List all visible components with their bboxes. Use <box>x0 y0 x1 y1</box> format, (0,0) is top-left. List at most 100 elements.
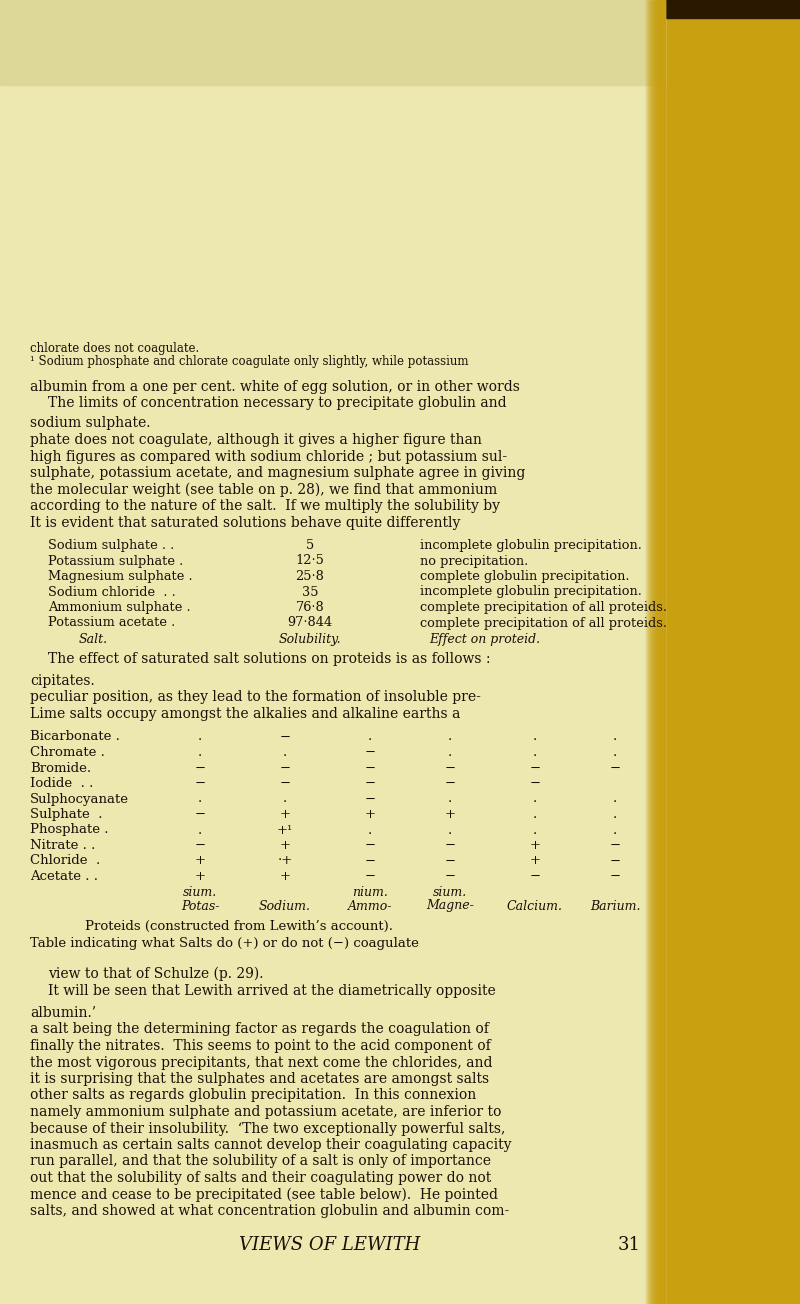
Text: +: + <box>194 854 206 867</box>
Text: albumin from a one per cent. white of egg solution, or in other words: albumin from a one per cent. white of eg… <box>30 379 520 394</box>
Text: −: − <box>194 838 206 852</box>
Text: .: . <box>283 746 287 759</box>
Text: .: . <box>198 746 202 759</box>
Text: −: − <box>530 762 541 775</box>
Bar <box>654 0 655 1304</box>
Text: .: . <box>533 824 537 836</box>
Text: Effect on proteid.: Effect on proteid. <box>430 632 541 645</box>
Text: +: + <box>365 808 375 822</box>
Text: sium.: sium. <box>183 887 217 900</box>
Bar <box>664 0 665 1304</box>
Text: −: − <box>194 808 206 822</box>
Text: Potas-: Potas- <box>181 900 219 913</box>
Text: −: − <box>365 746 375 759</box>
Bar <box>656 0 657 1304</box>
Text: .: . <box>533 808 537 822</box>
Text: −: − <box>445 838 455 852</box>
Text: out that the solubility of salts and their coagulating power do not: out that the solubility of salts and the… <box>30 1171 491 1185</box>
Text: −: − <box>445 870 455 883</box>
Bar <box>647 0 648 1304</box>
Text: −: − <box>365 793 375 806</box>
Text: Barium.: Barium. <box>590 900 640 913</box>
Text: sulphate, potassium acetate, and magnesium sulphate agree in giving: sulphate, potassium acetate, and magnesi… <box>30 466 526 480</box>
Text: because of their insolubility.  ‘The two exceptionally powerful salts,: because of their insolubility. ‘The two … <box>30 1121 506 1136</box>
Text: .: . <box>448 730 452 743</box>
Bar <box>0 18 665 1304</box>
Text: chlorate does not coagulate.: chlorate does not coagulate. <box>30 342 199 355</box>
Text: .: . <box>198 824 202 836</box>
Text: −: − <box>530 870 541 883</box>
Text: 12·5: 12·5 <box>295 554 325 567</box>
Text: complete precipitation of all proteids.: complete precipitation of all proteids. <box>420 601 667 614</box>
Text: Salt.: Salt. <box>78 632 107 645</box>
Text: Sodium.: Sodium. <box>259 900 311 913</box>
Text: Solubility.: Solubility. <box>278 632 342 645</box>
Text: −: − <box>194 762 206 775</box>
Text: −: − <box>445 777 455 790</box>
Text: +: + <box>445 808 455 822</box>
Text: +: + <box>530 854 541 867</box>
Text: .: . <box>448 746 452 759</box>
Bar <box>663 0 664 1304</box>
Text: −: − <box>365 838 375 852</box>
Text: run parallel, and that the solubility of a salt is only of importance: run parallel, and that the solubility of… <box>30 1154 491 1168</box>
Text: −: − <box>445 854 455 867</box>
Text: Ammo-: Ammo- <box>348 900 392 913</box>
Bar <box>648 0 649 1304</box>
Bar <box>0 0 670 1304</box>
Text: −: − <box>279 730 290 743</box>
Text: It is evident that saturated solutions behave quite differently: It is evident that saturated solutions b… <box>30 515 460 529</box>
Text: 25·8: 25·8 <box>295 570 325 583</box>
Text: .: . <box>533 793 537 806</box>
Text: The limits of concentration necessary to precipitate globulin and: The limits of concentration necessary to… <box>48 396 506 409</box>
Text: .: . <box>613 808 617 822</box>
Text: .: . <box>613 824 617 836</box>
Text: Magne-: Magne- <box>426 900 474 913</box>
Text: −: − <box>445 762 455 775</box>
Text: namely ammonium sulphate and potassium acetate, are inferior to: namely ammonium sulphate and potassium a… <box>30 1104 502 1119</box>
Text: −: − <box>365 777 375 790</box>
Text: −: − <box>279 762 290 775</box>
Text: .: . <box>613 746 617 759</box>
Text: −: − <box>279 777 290 790</box>
Bar <box>662 0 663 1304</box>
Text: +¹: +¹ <box>277 824 293 836</box>
Text: nium.: nium. <box>352 887 388 900</box>
Bar <box>646 0 647 1304</box>
Text: .: . <box>448 824 452 836</box>
Text: sodium sulphate.: sodium sulphate. <box>30 416 150 430</box>
Text: according to the nature of the salt.  If we multiply the solubility by: according to the nature of the salt. If … <box>30 499 500 512</box>
Text: incomplete globulin precipitation.: incomplete globulin precipitation. <box>420 585 642 599</box>
Bar <box>659 0 660 1304</box>
Text: view to that of Schulze (p. 29).: view to that of Schulze (p. 29). <box>48 968 263 982</box>
Text: the molecular weight (see table on p. 28), we find that ammonium: the molecular weight (see table on p. 28… <box>30 482 498 497</box>
Text: Table indicating what Salts do (+) or do not (−) coagulate: Table indicating what Salts do (+) or do… <box>30 936 419 949</box>
Text: Calcium.: Calcium. <box>507 900 563 913</box>
Text: .: . <box>533 746 537 759</box>
Text: +: + <box>279 808 290 822</box>
Text: Ammonium sulphate .: Ammonium sulphate . <box>48 601 190 614</box>
Text: salts, and showed at what concentration globulin and albumin com-: salts, and showed at what concentration … <box>30 1204 510 1218</box>
Text: incomplete globulin precipitation.: incomplete globulin precipitation. <box>420 539 642 552</box>
Bar <box>657 0 658 1304</box>
Text: −: − <box>610 838 621 852</box>
Text: peculiar position, as they lead to the formation of insoluble pre-: peculiar position, as they lead to the f… <box>30 691 481 704</box>
Text: .: . <box>533 730 537 743</box>
Text: The effect of saturated salt solutions on proteids is as follows :: The effect of saturated salt solutions o… <box>48 652 490 665</box>
Text: .: . <box>613 730 617 743</box>
Text: no precipitation.: no precipitation. <box>420 554 528 567</box>
Text: .: . <box>368 730 372 743</box>
Bar <box>658 0 659 1304</box>
Bar <box>652 0 653 1304</box>
Text: complete precipitation of all proteids.: complete precipitation of all proteids. <box>420 617 667 630</box>
Text: Bromide.: Bromide. <box>30 762 91 775</box>
Text: +: + <box>279 838 290 852</box>
Text: Potassium sulphate .: Potassium sulphate . <box>48 554 183 567</box>
Text: 97·844: 97·844 <box>287 617 333 630</box>
Text: phate does not coagulate, although it gives a higher figure than: phate does not coagulate, although it gi… <box>30 433 482 447</box>
Bar <box>660 0 661 1304</box>
Text: ¹ Sodium phosphate and chlorate coagulate only slightly, while potassium: ¹ Sodium phosphate and chlorate coagulat… <box>30 355 469 368</box>
Text: VIEWS OF LEWITH: VIEWS OF LEWITH <box>239 1236 421 1254</box>
Bar <box>650 0 651 1304</box>
Bar <box>0 0 800 18</box>
